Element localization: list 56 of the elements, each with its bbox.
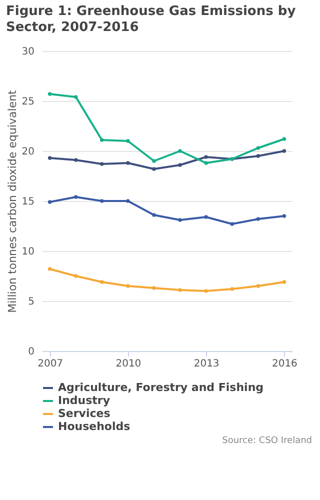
point [100,162,104,166]
point [74,195,78,199]
legend-label: Industry [58,394,110,407]
point [230,222,234,226]
point [152,286,156,290]
x-tick-label: 2010 [116,358,142,370]
legend-label: Households [58,420,131,433]
point [282,280,286,284]
x-tick-label: 2013 [194,358,220,370]
point [126,139,130,143]
point [178,218,182,222]
source-note: Source: CSO Ireland [221,436,313,446]
y-axis-title: Million tonnes carbon dioxide equivalent [6,89,19,313]
point [152,167,156,171]
point [100,280,104,284]
point [256,146,260,150]
point [256,217,260,221]
point [100,199,104,203]
y-tick-label: 25 [22,96,34,108]
point [256,284,260,288]
x-tick-label: 2016 [272,358,298,370]
point [48,267,52,271]
point [282,214,286,218]
y-tick-label: 10 [22,246,34,258]
point [74,95,78,99]
point [282,149,286,153]
point [152,213,156,217]
y-tick-label: 20 [22,146,34,158]
point [48,156,52,160]
legend-label: Services [58,407,111,420]
point [126,284,130,288]
y-tick-label: 30 [22,46,34,58]
chart-title: Figure 1: Greenhouse Gas Emissions by Sector, 2007-2016 [5,3,297,36]
point [100,138,104,142]
point [178,163,182,167]
point [178,288,182,292]
point [204,161,208,165]
point [204,289,208,293]
point [48,92,52,96]
y-tick-label: 15 [22,196,34,208]
point [48,200,52,204]
point [74,158,78,162]
point [204,155,208,159]
point [178,149,182,153]
point [152,159,156,163]
y-tick-label: 5 [28,296,34,308]
y-tick-label: 0 [28,346,34,358]
point [282,137,286,141]
point [230,287,234,291]
x-tick-label: 2007 [38,358,64,370]
point [74,274,78,278]
point [204,215,208,219]
point [126,161,130,165]
legend-label: Agriculture, Forestry and Fishing [58,381,264,394]
point [126,199,130,203]
point [256,154,260,158]
